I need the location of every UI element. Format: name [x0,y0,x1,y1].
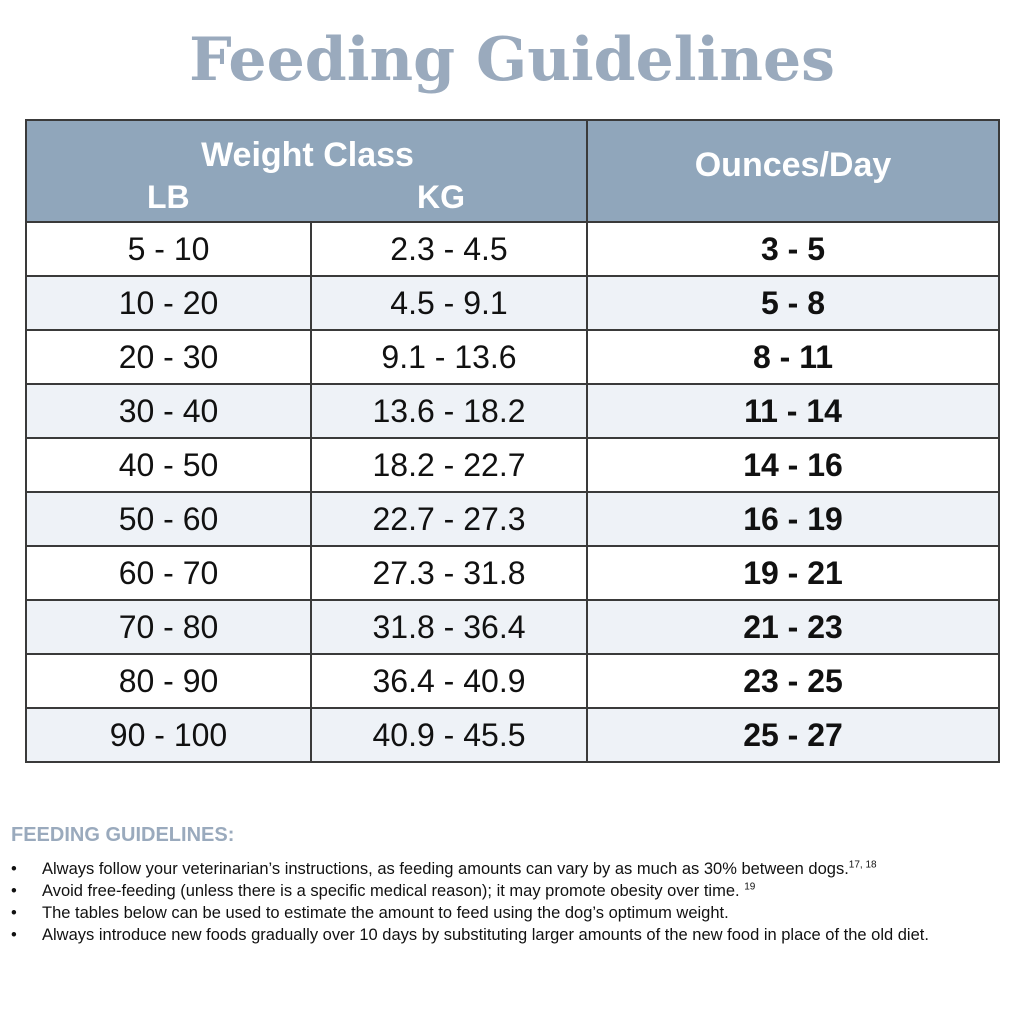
table-body: 5 - 10 2.3 - 4.5 3 - 5 10 - 20 4.5 - 9.1… [25,221,1000,763]
table-header-row: Weight Class LB KG Ounces/Day [25,119,1000,223]
ounces-cell: 19 - 21 [586,545,1000,601]
table-row: 40 - 50 18.2 - 22.7 14 - 16 [25,437,1000,493]
note-text: The tables below can be used to estimate… [42,904,729,922]
feeding-table: Weight Class LB KG Ounces/Day 5 - 10 2.3… [25,119,1000,763]
kg-cell: 27.3 - 31.8 [310,545,588,601]
lb-cell: 90 - 100 [25,707,312,763]
weight-class-header: Weight Class LB KG [25,119,588,223]
list-item: • Avoid free-feeding (unless there is a … [11,880,1016,902]
lb-cell: 30 - 40 [25,383,312,439]
lb-cell: 40 - 50 [25,437,312,493]
list-item: • Always introduce new foods gradually o… [11,924,1016,946]
lb-cell: 50 - 60 [25,491,312,547]
table-row: 70 - 80 31.8 - 36.4 21 - 23 [25,599,1000,655]
kg-cell: 31.8 - 36.4 [310,599,588,655]
table-row: 50 - 60 22.7 - 27.3 16 - 19 [25,491,1000,547]
ounces-cell: 3 - 5 [586,221,1000,277]
note-text: Avoid free-feeding (unless there is a sp… [42,882,745,900]
lb-cell: 5 - 10 [25,221,312,277]
lb-cell: 70 - 80 [25,599,312,655]
bullet-icon: • [11,904,17,922]
kg-cell: 18.2 - 22.7 [310,437,588,493]
ounces-cell: 21 - 23 [586,599,1000,655]
kg-column-label: KG [417,179,465,215]
list-item: • The tables below can be used to estima… [11,902,1016,924]
weight-class-label: Weight Class [201,136,414,174]
kg-cell: 13.6 - 18.2 [310,383,588,439]
lb-column-label: LB [147,179,190,215]
page-title: Feeding Guidelines [189,25,835,95]
table-row: 30 - 40 13.6 - 18.2 11 - 14 [25,383,1000,439]
ounces-cell: 16 - 19 [586,491,1000,547]
ounces-cell: 14 - 16 [586,437,1000,493]
table-row: 90 - 100 40.9 - 45.5 25 - 27 [25,707,1000,763]
table-row: 60 - 70 27.3 - 31.8 19 - 21 [25,545,1000,601]
kg-cell: 22.7 - 27.3 [310,491,588,547]
ounces-per-day-header: Ounces/Day [586,119,1000,223]
table-row: 10 - 20 4.5 - 9.1 5 - 8 [25,275,1000,331]
kg-cell: 4.5 - 9.1 [310,275,588,331]
feeding-table-container: Weight Class LB KG Ounces/Day 5 - 10 2.3… [25,119,1000,779]
lb-cell: 80 - 90 [25,653,312,709]
feeding-notes: FEEDING GUIDELINES: • Always follow your… [11,822,1016,946]
bullet-icon: • [11,926,17,944]
bullet-icon: • [11,860,17,878]
table-row: 80 - 90 36.4 - 40.9 23 - 25 [25,653,1000,709]
kg-cell: 9.1 - 13.6 [310,329,588,385]
kg-cell: 36.4 - 40.9 [310,653,588,709]
ounces-cell: 11 - 14 [586,383,1000,439]
ounces-cell: 5 - 8 [586,275,1000,331]
ounces-per-day-label: Ounces/Day [694,146,892,184]
kg-cell: 2.3 - 4.5 [310,221,588,277]
notes-list: • Always follow your veterinarian’s inst… [11,858,1016,946]
table-row: 5 - 10 2.3 - 4.5 3 - 5 [25,221,1000,277]
table-row: 20 - 30 9.1 - 13.6 8 - 11 [25,329,1000,385]
note-text: Always follow your veterinarian’s instru… [42,860,849,878]
lb-cell: 60 - 70 [25,545,312,601]
ounces-cell: 8 - 11 [586,329,1000,385]
lb-cell: 10 - 20 [25,275,312,331]
footnote-ref: 17, 18 [848,859,877,871]
note-text: Always introduce new foods gradually ove… [42,926,929,944]
lb-cell: 20 - 30 [25,329,312,385]
kg-cell: 40.9 - 45.5 [310,707,588,763]
footnote-ref: 19 [744,881,756,893]
bullet-icon: • [11,882,17,900]
ounces-cell: 25 - 27 [586,707,1000,763]
list-item: • Always follow your veterinarian’s inst… [11,858,1016,880]
ounces-cell: 23 - 25 [586,653,1000,709]
notes-heading: FEEDING GUIDELINES: [11,824,235,846]
